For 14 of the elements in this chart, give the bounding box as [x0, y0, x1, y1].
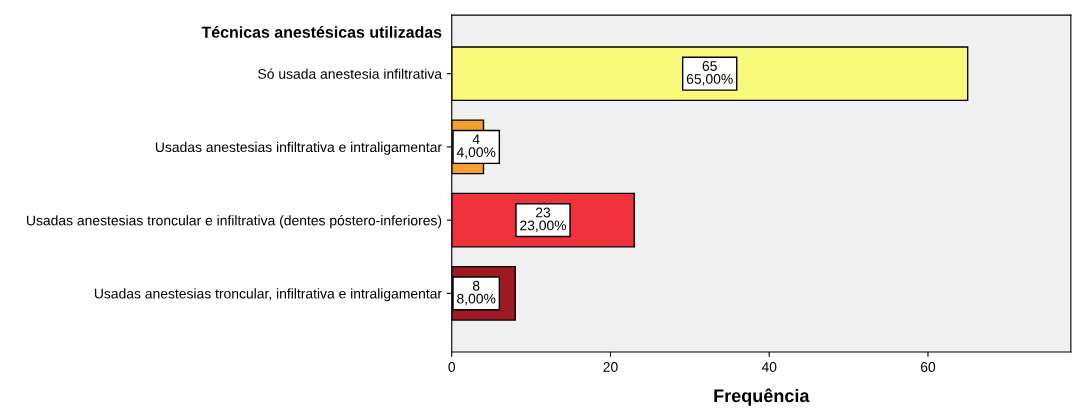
- x-axis-title: Frequência: [714, 388, 810, 406]
- data-label: 23 23,00%: [520, 207, 567, 232]
- y-tick-label: Usadas anestesias troncular, infiltrativa e intraligamentar: [94, 288, 442, 302]
- data-label: 8 8,00%: [457, 280, 496, 306]
- x-tick-label: 60: [920, 362, 936, 372]
- data-label: 4 4,00%: [456, 134, 496, 159]
- x-tick-label: 20: [603, 362, 618, 372]
- x-tick-label: 40: [761, 362, 777, 372]
- x-tick-label: 0: [448, 362, 456, 372]
- y-tick-label: Usadas anestesias troncular e infiltrativa (dentes póstero-inferiores): [27, 215, 442, 229]
- y-tick-label: Só usada anestesia infiltrativa: [258, 68, 443, 79]
- data-label: 65 65,00%: [686, 61, 733, 86]
- y-axis-title: Técnicas anestésicas utilizadas: [201, 26, 442, 38]
- y-tick-label: Usadas anestesias infiltrativa e intraligamentar: [155, 141, 442, 155]
